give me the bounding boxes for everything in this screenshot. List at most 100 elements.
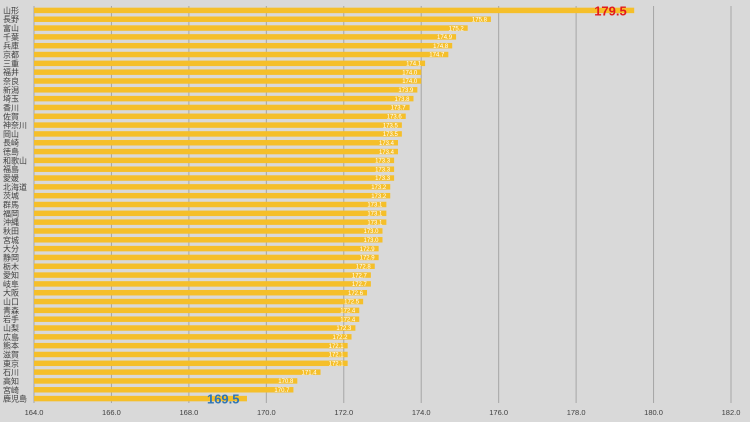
category-label: 千葉 <box>3 32 19 42</box>
x-tick-label: 172.0 <box>334 408 353 417</box>
bar <box>34 69 422 75</box>
bar <box>34 360 348 367</box>
value-label: 173.3 <box>375 176 391 182</box>
value-label: 172.6 <box>348 291 364 297</box>
value-label: 173.0 <box>363 238 379 244</box>
category-label: 岩手 <box>3 314 19 324</box>
category-label: 石川 <box>3 368 19 377</box>
labels: 164.0 166.0 168.0 170.0 172.0 174.0 176.0 178.0… <box>3 3 740 417</box>
value-label: 173.5 <box>383 123 399 129</box>
category-label: 栃木 <box>3 261 19 271</box>
value-label: 173.5 <box>383 132 399 138</box>
value-label: 174.9 <box>437 35 453 41</box>
value-label: 173.2 <box>371 185 387 191</box>
bar <box>34 272 371 278</box>
category-label: 熊本 <box>3 341 19 351</box>
category-label: 大阪 <box>3 288 19 298</box>
category-label: 東京 <box>3 358 19 368</box>
bar <box>34 263 375 269</box>
bar <box>34 42 453 49</box>
value-label: 173.7 <box>391 106 407 112</box>
bar <box>34 104 410 111</box>
bar <box>34 113 406 120</box>
category-label: 茨城 <box>3 191 19 201</box>
max-value-label: 179.5 <box>594 3 627 18</box>
x-tick-label: 178.0 <box>567 408 586 417</box>
category-label: 秋田 <box>3 226 19 236</box>
value-label: 173.0 <box>363 229 379 235</box>
value-label: 175.8 <box>472 17 488 23</box>
category-label: 香川 <box>3 102 19 112</box>
value-label: 173.6 <box>387 114 403 120</box>
category-label: 山梨 <box>3 323 19 333</box>
value-label: 171.4 <box>302 370 318 376</box>
x-tick-label: 180.0 <box>644 408 663 417</box>
bar <box>34 395 247 402</box>
bars <box>34 7 635 402</box>
value-label: 174.8 <box>433 44 449 50</box>
bar <box>34 60 426 67</box>
value-label: 170.7 <box>274 388 290 394</box>
category-label: 滋賀 <box>3 349 19 359</box>
category-label: 青森 <box>3 305 19 315</box>
category-label: 高知 <box>3 376 19 386</box>
category-label: 福島 <box>3 164 19 174</box>
bar <box>34 298 364 305</box>
bar <box>34 34 457 40</box>
bar <box>34 254 379 261</box>
category-label: 長野 <box>3 15 19 24</box>
value-label: 172.5 <box>344 300 360 306</box>
category-label: 岐阜 <box>3 279 19 289</box>
value-label: 172.9 <box>360 247 376 253</box>
value-label: 173.1 <box>367 212 383 218</box>
category-label: 神奈川 <box>3 120 27 130</box>
bar <box>34 334 352 340</box>
bar <box>34 78 422 84</box>
category-label: 沖縄 <box>3 217 19 227</box>
bar <box>34 7 635 14</box>
value-label: 173.3 <box>375 167 391 173</box>
category-label: 富山 <box>3 23 19 33</box>
value-label: 173.2 <box>371 194 387 200</box>
category-label: 徳島 <box>3 147 19 157</box>
value-label: 174.0 <box>402 79 418 85</box>
value-label: 172.8 <box>356 264 372 270</box>
bar <box>34 316 360 322</box>
bar <box>34 175 395 181</box>
category-label: 鹿児島 <box>3 394 27 404</box>
value-label: 173.8 <box>394 97 410 103</box>
value-label: 173.1 <box>367 220 383 226</box>
bar <box>34 157 395 164</box>
bar <box>34 281 371 287</box>
value-label: 172.1 <box>329 353 345 359</box>
value-label: 173.4 <box>379 141 395 147</box>
bar <box>34 387 294 393</box>
bar <box>34 325 356 331</box>
bar <box>34 237 383 243</box>
category-label: 三重 <box>3 58 19 68</box>
bar <box>34 289 368 296</box>
value-label: 172.7 <box>352 282 368 288</box>
category-label: 福岡 <box>3 209 19 218</box>
bar <box>34 378 298 384</box>
bar <box>34 210 387 217</box>
bar <box>34 131 402 137</box>
category-label: 大分 <box>3 244 19 254</box>
bar <box>34 201 387 208</box>
value-label: 170.8 <box>278 379 294 385</box>
bar <box>34 95 414 102</box>
bar <box>34 166 395 172</box>
category-label: 宮城 <box>3 235 19 245</box>
value-label: 173.9 <box>398 88 414 94</box>
value-label: 172.1 <box>329 344 345 350</box>
category-label: 和歌山 <box>3 155 27 165</box>
x-tick-label: 182.0 <box>722 408 741 417</box>
bar <box>34 87 418 93</box>
category-label: 静岡 <box>3 252 19 262</box>
min-value-label: 169.5 <box>207 392 240 407</box>
value-label: 173.1 <box>367 203 383 209</box>
category-label: 兵庫 <box>3 41 19 51</box>
value-label: 172.4 <box>340 309 356 315</box>
value-label: 175.2 <box>449 26 465 32</box>
